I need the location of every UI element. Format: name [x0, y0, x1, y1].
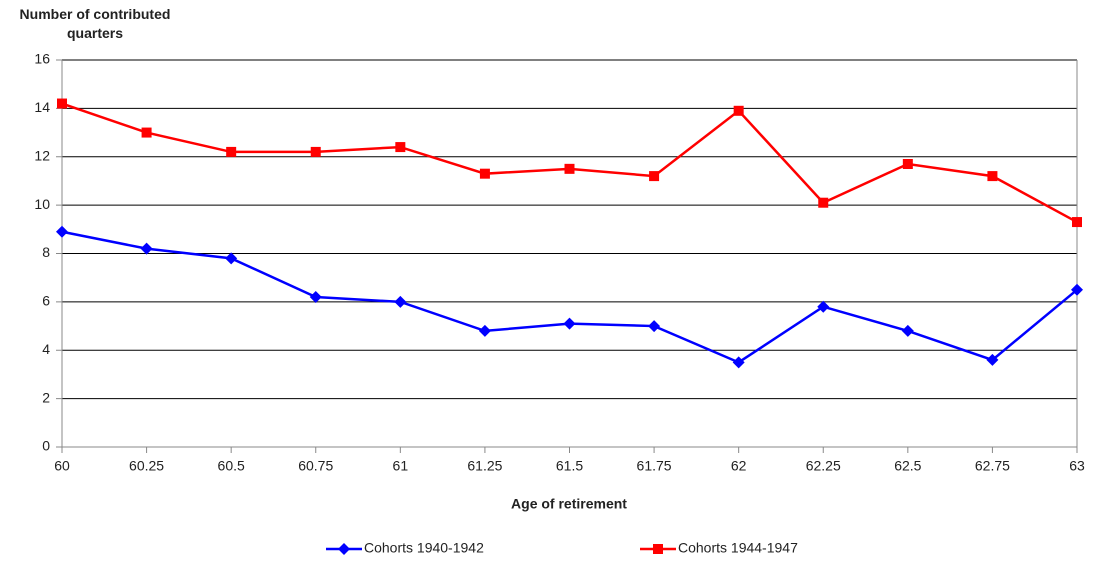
x-tick-label: 60.5 — [218, 458, 245, 474]
x-tick-label: 61.75 — [637, 458, 672, 474]
data-point — [649, 171, 660, 182]
legend-marker — [653, 544, 663, 554]
data-point — [902, 159, 913, 170]
legend-label: Cohorts 1944-1947 — [678, 540, 798, 556]
y-axis-title: Number of contributed quarters — [19, 6, 171, 41]
series-line — [61, 102, 1078, 224]
data-point — [478, 324, 491, 337]
data-point — [987, 171, 998, 182]
legend-label: Cohorts 1940-1942 — [364, 540, 484, 556]
data-point — [563, 317, 576, 330]
data-point — [394, 295, 407, 308]
series-line — [61, 230, 1078, 364]
x-tick-label: 62.5 — [894, 458, 921, 474]
y-tick-label: 16 — [34, 51, 50, 67]
x-tick-label: 60 — [54, 458, 70, 474]
x-tick-label: 62.25 — [806, 458, 841, 474]
x-tick-label: 62 — [731, 458, 747, 474]
y-tick-label: 6 — [42, 293, 50, 309]
x-tick-label: 61.25 — [467, 458, 502, 474]
data-point — [1072, 217, 1082, 228]
x-tick-label: 62.75 — [975, 458, 1010, 474]
data-point — [564, 163, 575, 174]
data-point — [733, 105, 744, 116]
y-tick-label: 8 — [42, 244, 50, 260]
y-tick-label: 12 — [34, 147, 50, 163]
data-point — [901, 324, 914, 337]
data-point — [226, 146, 237, 157]
y-tick-label: 10 — [34, 196, 50, 212]
data-point — [732, 356, 745, 369]
data-point — [140, 242, 153, 255]
x-tick-label: 60.25 — [129, 458, 164, 474]
y-tick-label: 4 — [42, 341, 50, 357]
x-axis-title: Age of retirement — [511, 496, 627, 512]
x-tick-label: 63 — [1069, 458, 1085, 474]
legend-marker — [338, 543, 350, 555]
data-point — [225, 252, 238, 265]
data-point — [817, 300, 830, 313]
y-tick-label: 0 — [42, 438, 50, 454]
data-point — [986, 353, 999, 366]
data-point — [56, 225, 68, 238]
data-point — [395, 142, 406, 153]
y-tick-label: 14 — [34, 99, 50, 115]
y-tick-label: 2 — [42, 389, 50, 405]
data-point — [1071, 283, 1083, 296]
data-point — [479, 168, 490, 179]
x-tick-label: 61 — [393, 458, 409, 474]
data-point — [309, 291, 322, 304]
data-point — [648, 320, 661, 333]
data-point — [818, 197, 829, 208]
data-point — [310, 146, 321, 157]
data-point — [57, 98, 67, 109]
x-tick-label: 60.75 — [298, 458, 333, 474]
x-tick-label: 61.5 — [556, 458, 583, 474]
data-point — [141, 127, 152, 138]
